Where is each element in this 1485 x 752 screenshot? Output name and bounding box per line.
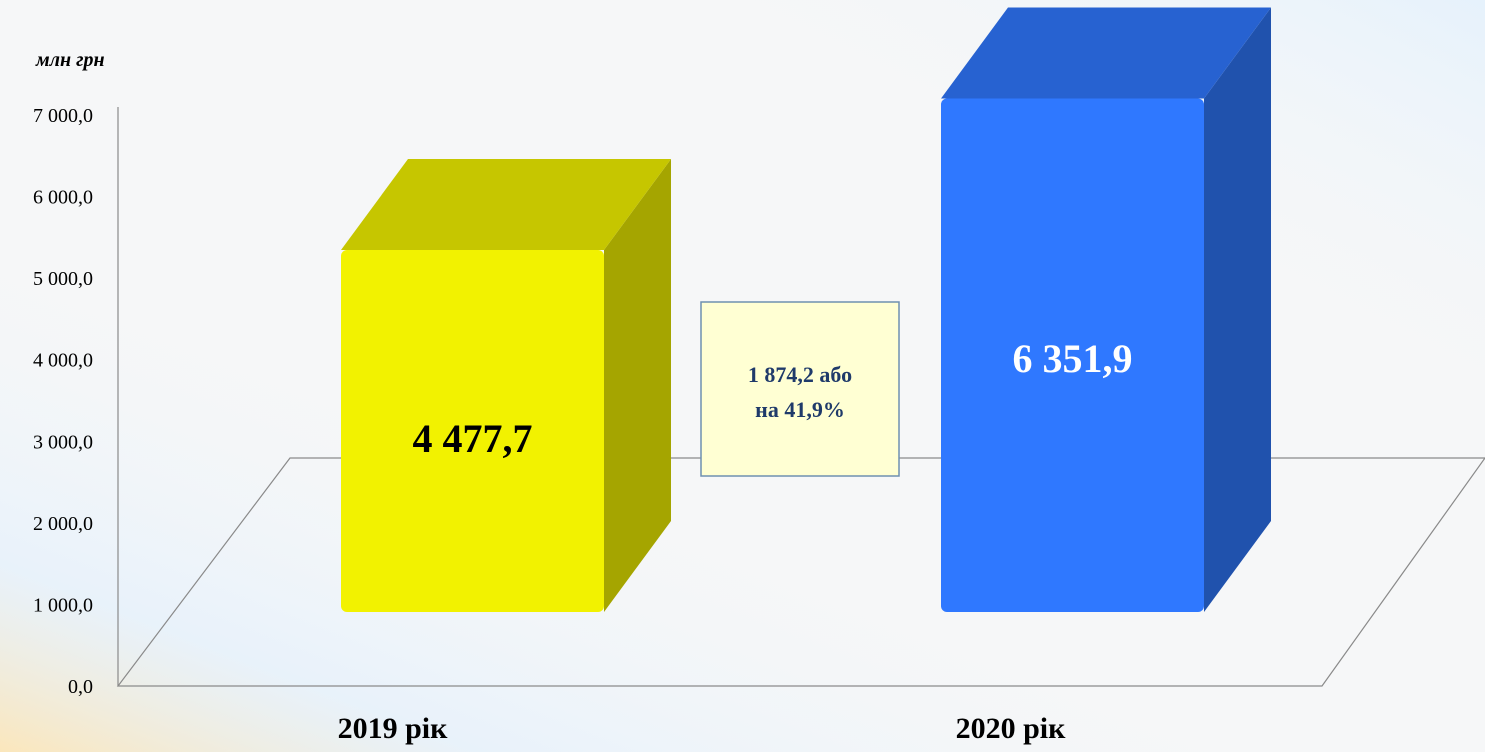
y-tick-label: 6 000,0 <box>33 187 93 209</box>
unit-label: млн грн <box>35 49 105 71</box>
bar-value-label: 4 477,7 <box>413 416 533 461</box>
y-tick-label: 2 000,0 <box>33 513 93 535</box>
annotation-box <box>700 301 900 477</box>
category-labels: 2019 рік 2020 рік <box>338 712 1067 745</box>
category-label: 2020 рік <box>956 712 1067 745</box>
annotation-line-1: 1 874,2 або <box>748 362 852 387</box>
y-tick-label: 5 000,0 <box>33 268 93 290</box>
annotation-line-2: на 41,9% <box>755 397 845 422</box>
y-tick-label: 0,0 <box>68 676 93 698</box>
y-tick-label: 1 000,0 <box>33 594 93 616</box>
category-label: 2019 рік <box>338 712 449 745</box>
bar-side-face <box>604 159 671 612</box>
axes <box>116 107 1485 687</box>
y-tick-label: 4 000,0 <box>33 350 93 372</box>
floor-plane <box>116 457 1485 687</box>
bar-front-face <box>941 98 1204 612</box>
bar-1 <box>341 159 671 612</box>
y-tick-label: 3 000,0 <box>33 431 93 453</box>
bar-top-face <box>341 159 671 250</box>
bars <box>341 7 1271 612</box>
difference-annotation: 1 874,2 або на 41,9% <box>700 301 900 477</box>
bar-value-label: 6 351,9 <box>1013 336 1133 381</box>
y-tick-label: 7 000,0 <box>33 105 93 127</box>
bar-2 <box>941 7 1271 612</box>
data-labels: 4 477,7 6 351,9 <box>413 336 1133 461</box>
bar-front-face <box>341 250 604 612</box>
bar-side-face <box>1204 7 1271 612</box>
bar-top-face <box>941 7 1271 99</box>
y-tick-labels: 0,0 1 000,0 2 000,0 3 000,0 4 000,0 5 000,0 6 … <box>33 105 93 698</box>
